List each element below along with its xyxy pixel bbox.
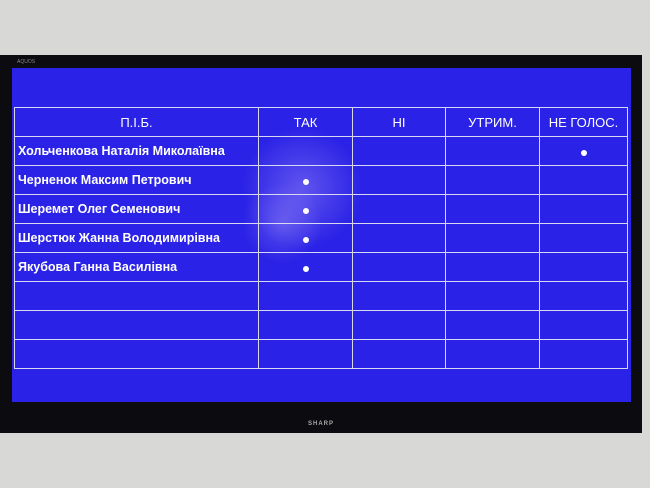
table-row: Черненок Максим Петрович: [14, 165, 628, 195]
vote-cell: [352, 194, 446, 224]
member-name: Шеремет Олег Семенович: [14, 194, 259, 224]
member-name: [14, 281, 259, 311]
table-row: [14, 310, 628, 340]
vote-cell: [258, 281, 353, 311]
vote-cell: [258, 194, 353, 224]
vote-cell: [258, 310, 353, 340]
tv-bezel: AQUOS П.І.Б. ТАК НІ УТРИМ. НЕ ГОЛОС. Хол…: [0, 55, 642, 433]
member-name: Хольченкова Наталія Миколаївна: [14, 136, 259, 166]
header-yes: ТАК: [258, 107, 353, 137]
vote-cell: [258, 165, 353, 195]
vote-cell: [445, 223, 540, 253]
voting-table: П.І.Б. ТАК НІ УТРИМ. НЕ ГОЛОС. Хольченко…: [14, 107, 628, 369]
brand-logo-top: AQUOS: [17, 59, 36, 65]
vote-cell: [539, 281, 628, 311]
header-abstain: УТРИМ.: [445, 107, 540, 137]
table-row: Якубова Ганна Василівна: [14, 252, 628, 282]
vote-cell: [445, 339, 540, 369]
vote-cell: [258, 223, 353, 253]
vote-dot-icon: [302, 178, 309, 185]
member-name: [14, 310, 259, 340]
member-name: Шерстюк Жанна Володимирівна: [14, 223, 259, 253]
vote-cell: [445, 194, 540, 224]
header-not-voted: НЕ ГОЛОС.: [539, 107, 628, 137]
vote-cell: [352, 252, 446, 282]
vote-cell: [445, 252, 540, 282]
vote-dot-icon: [302, 236, 309, 243]
header-name: П.І.Б.: [14, 107, 259, 137]
vote-cell: [539, 223, 628, 253]
header-no: НІ: [352, 107, 446, 137]
table-row: Шеремет Олег Семенович: [14, 194, 628, 224]
vote-dot-icon: [302, 265, 309, 272]
table-row: [14, 339, 628, 369]
vote-cell: [445, 310, 540, 340]
member-name: Черненок Максим Петрович: [14, 165, 259, 195]
vote-cell: [445, 136, 540, 166]
voting-screen: П.І.Б. ТАК НІ УТРИМ. НЕ ГОЛОС. Хольченко…: [12, 68, 631, 402]
table-row: Хольченкова Наталія Миколаївна: [14, 136, 628, 166]
vote-cell: [352, 136, 446, 166]
member-name: Якубова Ганна Василівна: [14, 252, 259, 282]
vote-cell: [539, 136, 628, 166]
vote-cell: [352, 223, 446, 253]
vote-cell: [352, 281, 446, 311]
vote-cell: [445, 281, 540, 311]
vote-cell: [539, 310, 628, 340]
vote-cell: [258, 252, 353, 282]
header-row: П.І.Б. ТАК НІ УТРИМ. НЕ ГОЛОС.: [14, 107, 628, 137]
vote-cell: [258, 136, 353, 166]
vote-dot-icon: [302, 207, 309, 214]
vote-cell: [539, 194, 628, 224]
vote-dot-icon: [580, 149, 587, 156]
vote-cell: [352, 310, 446, 340]
table-row: Шерстюк Жанна Володимирівна: [14, 223, 628, 253]
vote-cell: [539, 339, 628, 369]
vote-cell: [352, 165, 446, 195]
member-name: [14, 339, 259, 369]
vote-cell: [539, 165, 628, 195]
table-row: [14, 281, 628, 311]
vote-cell: [445, 165, 540, 195]
vote-cell: [539, 252, 628, 282]
vote-cell: [258, 339, 353, 369]
brand-logo-bottom: SHARP: [307, 421, 334, 427]
vote-cell: [352, 339, 446, 369]
